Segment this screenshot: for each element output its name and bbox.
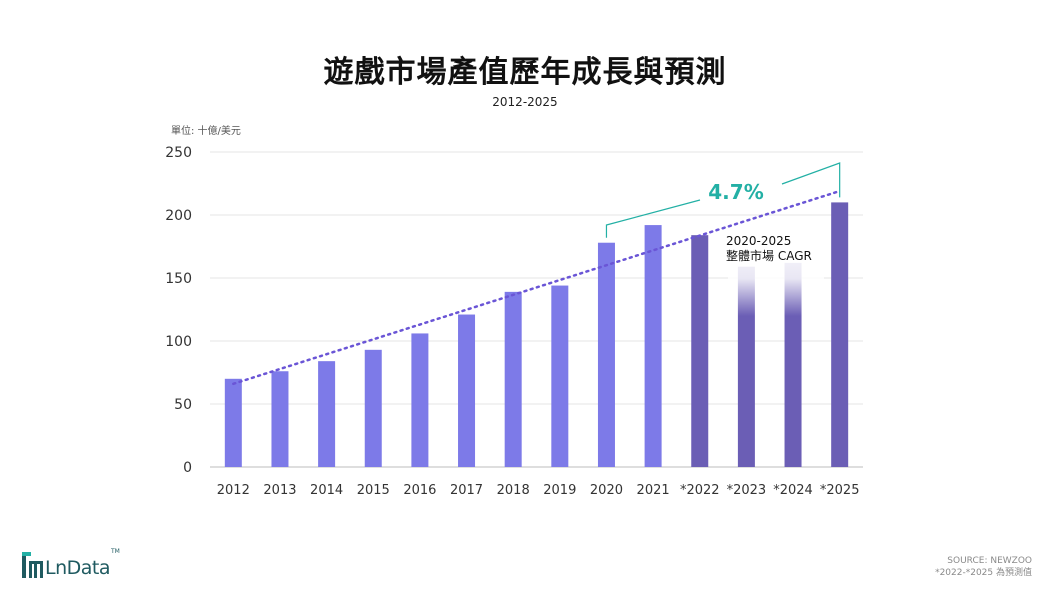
bar-2016 xyxy=(411,333,429,467)
y-tick-label: 150 xyxy=(165,271,192,287)
bar-f2022 xyxy=(691,235,709,467)
x-tick-label: *2024 xyxy=(773,483,813,498)
bar-2012 xyxy=(224,378,242,467)
source-note: SOURCE: NEWZOO *2022-*2025 為預測值 xyxy=(935,555,1032,579)
bar-2014 xyxy=(318,361,336,467)
x-tick-label: 2012 xyxy=(217,483,250,498)
x-tick-label: 2017 xyxy=(450,483,483,498)
bar-2019 xyxy=(551,285,569,467)
bar-f2025 xyxy=(831,202,849,467)
cagr-value: 4.7% xyxy=(708,180,763,204)
cagr-bracket-right xyxy=(781,162,841,198)
bar-2013 xyxy=(271,371,289,467)
logo-mark-icon xyxy=(22,552,43,578)
cagr-bracket-left xyxy=(605,199,701,238)
bar-2017 xyxy=(458,314,476,467)
x-tick-label: 2020 xyxy=(590,483,623,498)
source-text: SOURCE: NEWZOO xyxy=(947,556,1032,566)
x-tick-label: *2025 xyxy=(820,483,860,498)
chart-title: 遊戲市場產值歷年成長與預測 xyxy=(323,55,727,90)
x-tick-label: 2018 xyxy=(497,483,530,498)
x-tick-label: *2023 xyxy=(727,483,767,498)
y-tick-label: 0 xyxy=(183,460,192,476)
x-tick-label: 2019 xyxy=(543,483,576,498)
logo-trademark: TM xyxy=(111,548,120,555)
bar-f2023 xyxy=(737,266,755,467)
bar-chart: 0 50 100 150 200 250 2012 2013 2014 2015 2016 2017 2… xyxy=(165,145,863,498)
bar-2021 xyxy=(644,225,662,467)
cagr-label: 整體市場 CAGR xyxy=(726,248,812,263)
y-tick-label: 100 xyxy=(165,334,192,350)
x-tick-label: *2022 xyxy=(680,483,720,498)
x-tick-label: 2021 xyxy=(637,483,670,498)
forecast-note: *2022-*2025 為預測值 xyxy=(935,568,1032,578)
bar-2020 xyxy=(597,242,615,467)
y-tick-label: 200 xyxy=(165,208,192,224)
chart-subtitle: 2012-2025 xyxy=(492,95,558,109)
bar-2015 xyxy=(364,349,382,467)
x-tick-label: 2016 xyxy=(403,483,436,498)
cagr-period: 2020-2025 xyxy=(726,234,791,248)
unit-label: 單位: 十億/美元 xyxy=(171,126,241,137)
bar-2018 xyxy=(504,291,522,467)
x-tick-label: 2013 xyxy=(263,483,296,498)
x-tick-label: 2015 xyxy=(357,483,390,498)
annotation-fade xyxy=(728,233,824,316)
y-tick-label: 250 xyxy=(165,145,192,161)
lndata-logo: LnData TM xyxy=(22,548,120,578)
y-tick-label: 50 xyxy=(174,397,192,413)
logo-text: LnData xyxy=(45,557,111,579)
x-tick-label: 2014 xyxy=(310,483,343,498)
trend-line xyxy=(232,189,841,386)
